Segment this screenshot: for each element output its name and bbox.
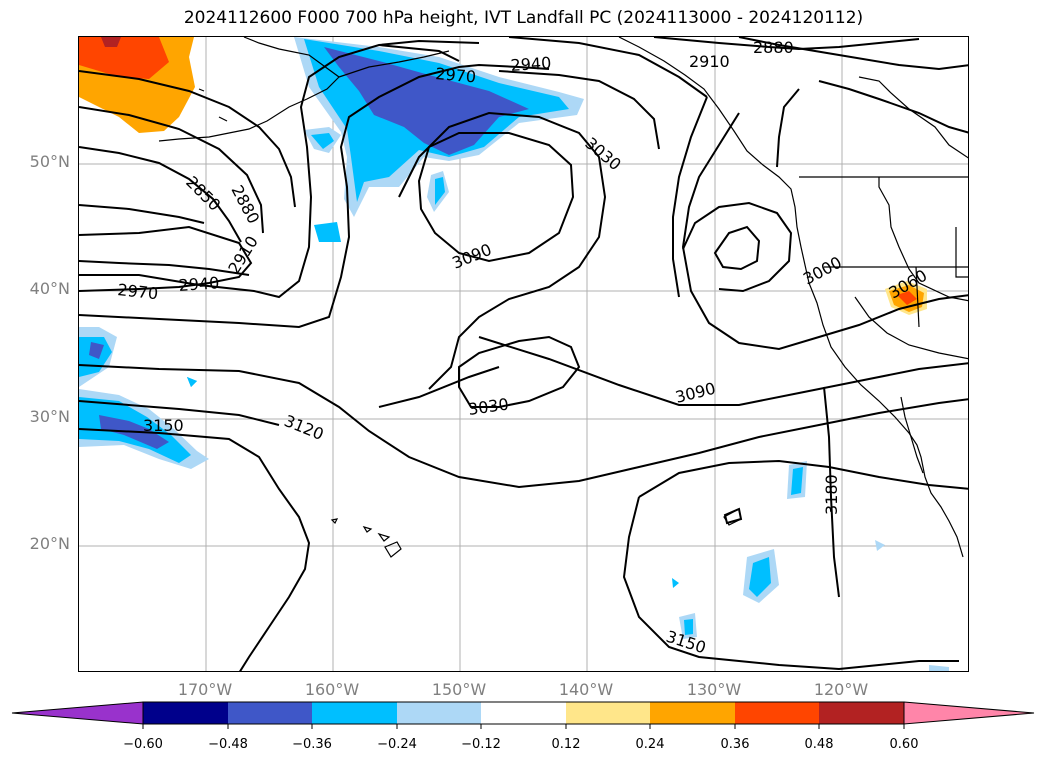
colorbar-tick-label: −0.36	[292, 737, 332, 752]
contour-label: 2940	[178, 273, 220, 295]
contour-label: 3030	[467, 394, 510, 418]
lat-label-40n: 40°N	[29, 279, 70, 298]
colorbar-tick-label: 0.36	[720, 737, 750, 752]
contour-label: 3090	[673, 379, 717, 407]
contour-label: 3180	[822, 474, 841, 515]
colorbar-extend-high	[903, 701, 1035, 725]
lon-label-140w: 140°W	[558, 680, 614, 699]
lon-label-160w: 160°W	[304, 680, 360, 699]
colorbar-segment	[735, 702, 819, 724]
contour-label: 2850	[182, 172, 224, 214]
lon-label-150w: 150°W	[431, 680, 487, 699]
colorbar	[11, 701, 1035, 729]
lat-label-20n: 20°N	[29, 534, 70, 553]
colorbar-segment	[819, 702, 904, 724]
colorbar-extend-low	[11, 701, 144, 725]
contour-label: 3030	[581, 134, 624, 175]
colorbar-tick-label: 0.24	[635, 737, 665, 752]
colorbar-segment	[312, 702, 397, 724]
contour-label: 2940	[510, 53, 552, 75]
lon-label-130w: 130°W	[686, 680, 742, 699]
colorbar-segment	[143, 702, 228, 724]
colorbar-tick-label: −0.60	[123, 737, 163, 752]
contour-label: 2910	[689, 52, 730, 71]
colorbar-tick-label: −0.24	[377, 737, 417, 752]
height-contours	[79, 37, 968, 671]
lon-label-170w: 170°W	[177, 680, 233, 699]
colorbar-tick-label: 0.60	[889, 737, 919, 752]
colorbar-segment	[481, 702, 566, 724]
contour-label: 2970	[117, 280, 159, 303]
map-title: 2024112600 F000 700 hPa height, IVT Land…	[183, 8, 864, 28]
coastlines	[158, 37, 968, 558]
colorbar-segment	[650, 702, 735, 724]
lon-label-120w: 120°W	[813, 680, 869, 699]
lat-label-30n: 30°N	[29, 407, 70, 426]
lat-label-50n: 50°N	[29, 152, 70, 171]
colorbar-tick-label: 0.12	[551, 737, 581, 752]
colorbar-segment	[228, 702, 312, 724]
colorbar-tick-label: 0.48	[804, 737, 834, 752]
map-panel: 2880 2910 2970 2940 3030 2850 2880 2910 …	[78, 36, 969, 672]
contour-label: 2880	[753, 38, 794, 57]
contour-label: 2880	[227, 182, 263, 227]
colorbar-tick-label: −0.48	[208, 737, 248, 752]
colorbar-segment	[397, 702, 481, 724]
ivt-shading	[79, 37, 949, 671]
map-canvas: 2880 2910 2970 2940 3030 2850 2880 2910 …	[79, 37, 968, 671]
contour-label: 3090	[449, 240, 494, 273]
contour-label: 3150	[143, 416, 184, 435]
contour-label: 3000	[800, 253, 845, 289]
contour-label: 3120	[282, 411, 327, 444]
colorbar-tick-label: −0.12	[461, 737, 501, 752]
colorbar-segment	[566, 702, 650, 724]
contour-label: 2970	[435, 64, 477, 86]
